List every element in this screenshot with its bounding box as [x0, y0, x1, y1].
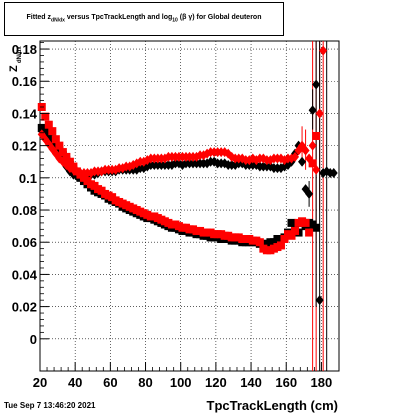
square-marker: [58, 148, 67, 157]
square-marker: [312, 223, 321, 232]
diamond-marker: [58, 156, 67, 167]
chart-title: Fitted zdN/dx versus TpcTrackLength and …: [5, 14, 283, 23]
diamond-marker: [298, 156, 307, 167]
square-marker: [48, 127, 57, 136]
tick-labels: 20 40 60 80 100 120 140 160 180 0 0.02 0.04 0.06 0.08…: [12, 42, 333, 390]
square-marker: [301, 218, 310, 227]
diamond-marker: [291, 151, 300, 162]
square-marker: [308, 159, 317, 168]
y-axis-label-sub: dN/dx: [17, 46, 23, 63]
y-tick-label: 0: [30, 332, 37, 347]
error-bars: [301, 41, 328, 371]
x-tick-label: 160: [275, 375, 297, 390]
x-tick-label: 80: [138, 375, 152, 390]
title-z: z: [47, 14, 52, 21]
diamond-marker: [305, 188, 314, 199]
diamond-marker: [308, 105, 317, 116]
diamond-marker: [301, 145, 310, 156]
title-log-subscript: 10: [172, 17, 178, 24]
y-tick-label: 0.04: [12, 267, 38, 282]
x-tick-label: 60: [103, 375, 117, 390]
plot-frame: [39, 40, 340, 372]
axis-ticks: [39, 42, 322, 371]
x-tick-label: 180: [311, 375, 333, 390]
y-tick-label: 0.02: [12, 300, 37, 315]
y-tick-label: 0.08: [12, 203, 37, 218]
diamond-marker: [319, 45, 328, 56]
square-marker: [69, 162, 78, 171]
y-tick-label: 0.1: [19, 171, 37, 186]
diamond-marker: [308, 140, 317, 151]
data-markers: [37, 45, 338, 306]
square-marker: [312, 131, 321, 140]
title-suffix: for Global deuteron: [194, 14, 262, 21]
square-marker: [51, 135, 60, 144]
y-tick-label: 0.12: [12, 139, 37, 154]
square-marker: [65, 157, 74, 166]
x-tick-label: 120: [205, 375, 227, 390]
diamond-marker: [315, 108, 324, 119]
y-axis-label-main: Z: [8, 65, 20, 72]
title-middle: versus TpcTrackLength and log: [64, 14, 173, 21]
diamond-marker: [315, 295, 324, 306]
square-marker: [305, 228, 314, 237]
x-tick-label: 40: [68, 375, 82, 390]
x-axis-label: TpcTrackLength (cm): [207, 398, 338, 413]
square-marker: [291, 226, 300, 235]
square-marker: [287, 218, 296, 227]
square-marker: [41, 125, 50, 134]
title-z-subscript: dN/dx: [51, 17, 65, 24]
title-beta-gamma: (β γ): [179, 14, 195, 21]
diamond-marker: [312, 79, 321, 90]
diamond-marker: [248, 153, 257, 164]
square-marker: [280, 235, 289, 243]
grid: [40, 41, 339, 371]
square-marker: [41, 112, 50, 121]
y-tick-label: 0.14: [12, 106, 38, 121]
square-marker: [62, 152, 71, 161]
diamond-marker: [329, 168, 338, 178]
square-marker: [44, 120, 53, 129]
y-tick-label: 0.06: [12, 235, 37, 250]
title-prefix: Fitted: [26, 14, 48, 21]
x-tick-label: 20: [33, 375, 47, 390]
timestamp: Tue Sep 7 13:46:20 2021: [4, 401, 96, 410]
y-tick-label: 0.16: [12, 74, 37, 89]
x-tick-label: 100: [170, 375, 192, 390]
square-marker: [276, 241, 285, 250]
square-marker: [55, 141, 64, 150]
square-marker: [255, 238, 264, 247]
title-box: Fitted zdN/dx versus TpcTrackLength and …: [4, 2, 284, 36]
y-axis-label: Z dN/dx: [8, 46, 23, 72]
square-marker: [287, 231, 296, 240]
y-tick-label: 0.18: [12, 42, 37, 57]
x-tick-label: 140: [240, 375, 262, 390]
